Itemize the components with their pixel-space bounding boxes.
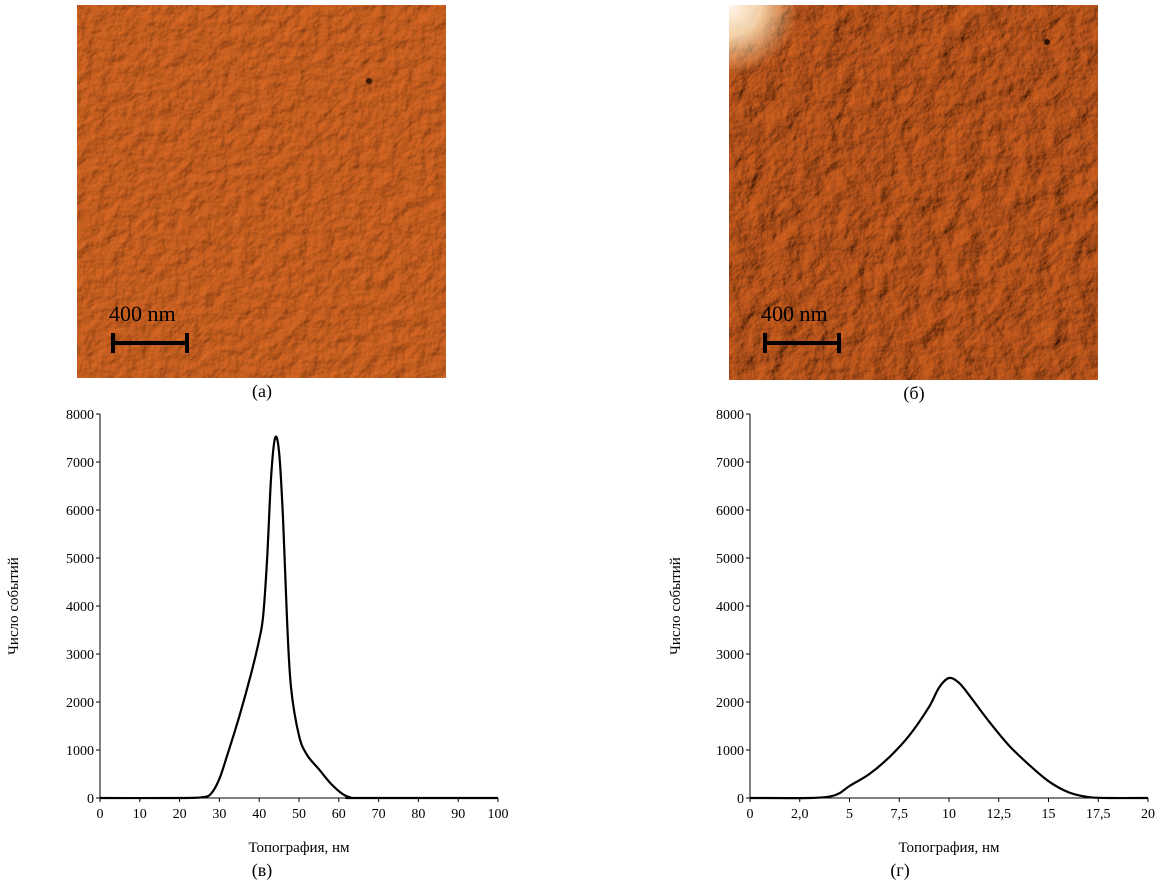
x-axis-title: Топография, нм [248,840,350,856]
y-tick-label: 2000 [716,696,744,711]
afm-texture-b: 400 nm [729,5,1098,380]
y-axis-title: Число событий [668,557,684,655]
bright-corner [729,5,799,75]
y-tick-label: 5000 [716,552,744,567]
scale-bar-label: 400 nm [109,301,176,326]
x-tick-label: 50 [292,807,306,822]
y-tick-label: 1000 [66,744,94,759]
x-tick-label: 7,5 [891,807,909,822]
chart-d-svg: 0 1000 2000 3000 4000 5000 6000 7000 8000 0 2,0 5 7,… [668,408,1155,856]
distribution-curve [99,435,499,800]
y-tick-label: 3000 [66,648,94,663]
caption-c: (в) [251,860,273,880]
y-tick-label: 1000 [716,744,744,759]
y-tick-label: 0 [87,792,94,807]
x-tick-label: 100 [488,807,509,822]
y-tick-label: 7000 [716,456,744,471]
caption-a: (а) [252,381,272,401]
scale-bar [111,333,189,353]
caption-b: (б) [903,383,925,403]
defect-spot [1044,39,1050,45]
y-tick-label: 6000 [716,504,744,519]
caption-d: (г) [890,860,910,880]
x-tick-label: 70 [372,807,386,822]
y-tick-label: 6000 [66,504,94,519]
afm-image-a: 400 nm [77,5,446,378]
y-tick-label: 8000 [66,408,94,423]
chart-c-svg: 0 1000 2000 3000 4000 5000 6000 7000 8000 0 10 20 30… [6,408,509,856]
scale-bar [763,333,841,353]
y-tick-label: 5000 [66,552,94,567]
afm-image-b: 400 nm [729,5,1098,380]
x-tick-label: 0 [97,807,104,822]
distribution-curve [749,676,1149,800]
x-tick-label: 10 [133,807,147,822]
histogram-chart-d: 0 1000 2000 3000 4000 5000 6000 7000 8000 0 2,0 5 7,… [600,400,1165,860]
x-tick-label: 0 [747,807,754,822]
histogram-chart-c: 0 1000 2000 3000 4000 5000 6000 7000 8000 0 10 20 30… [0,400,560,860]
y-tick-label: 8000 [716,408,744,423]
x-tick-label: 80 [411,807,425,822]
x-tick-label: 90 [451,807,465,822]
x-tick-label: 40 [252,807,266,822]
x-tick-label: 20 [1141,807,1155,822]
y-tick-label: 7000 [66,456,94,471]
x-tick-label: 10 [942,807,956,822]
x-tick-label: 15 [1042,807,1056,822]
x-tick-label: 17,5 [1086,807,1111,822]
y-axis-title: Число событий [6,557,22,655]
defect-spot [366,78,372,84]
x-tick-label: 30 [212,807,226,822]
y-tick-label: 4000 [716,600,744,615]
y-tick-label: 2000 [66,696,94,711]
afm-texture-a: 400 nm [77,5,446,378]
y-tick-label: 0 [737,792,744,807]
scale-bar-label: 400 nm [761,301,828,326]
x-tick-label: 2,0 [791,807,809,822]
x-axis-title: Топография, нм [898,840,1000,856]
x-tick-label: 5 [846,807,853,822]
y-tick-label: 4000 [66,600,94,615]
y-tick-label: 3000 [716,648,744,663]
x-tick-label: 20 [173,807,187,822]
x-tick-label: 12,5 [987,807,1012,822]
x-tick-label: 60 [332,807,346,822]
